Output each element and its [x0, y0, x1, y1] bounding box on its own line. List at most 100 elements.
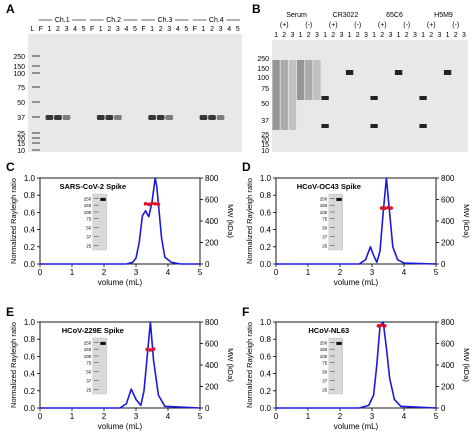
chart-title: HCoV-NL63	[308, 326, 349, 335]
inset-gel-protein-band	[336, 341, 342, 345]
y2-tick-label: 800	[205, 318, 219, 327]
panel-letter-e: E	[6, 305, 15, 319]
inset-gel-marker-label: 50	[322, 370, 328, 375]
gel-b-lane-label: 2	[307, 32, 311, 39]
gel-a-protein-band	[156, 115, 165, 120]
y2-tick-label: 600	[441, 340, 455, 349]
inset-gel-marker-label: 25	[86, 388, 92, 393]
gel-b-lane-label: 3	[413, 32, 417, 39]
chart-3: HCoV-229E Spike 0 1 2 3 4 5 volume (mL) 0.0 0.2 0.…	[9, 318, 235, 431]
panel-letter-b: B	[252, 2, 261, 16]
inset-gel-marker-label: 75	[322, 361, 328, 366]
x-tick-label: 2	[102, 268, 107, 277]
x-tick-label: 1	[306, 268, 311, 277]
gel-a-protein-band	[208, 115, 216, 120]
gel-a-lane-label: 1	[202, 26, 206, 33]
gel-a-marker-label: 50	[17, 100, 25, 107]
gel-a-lane-label: 4	[227, 26, 231, 33]
y2-tick-label: 400	[441, 217, 455, 226]
x-axis-label: volume (mL)	[334, 278, 379, 287]
x-tick-label: 0	[274, 412, 279, 421]
inset-gel-marker-label: 100	[320, 354, 328, 359]
gel-b-smear	[305, 60, 313, 100]
y2-axis-label: MW (kDa)	[462, 348, 471, 382]
rayleigh-trace	[40, 321, 201, 409]
mw-point	[379, 206, 384, 210]
y-tick-label: 0.4	[24, 226, 36, 235]
gel-a-marker-label: 20	[17, 136, 25, 143]
x-tick-label: 4	[166, 412, 171, 421]
chart-1: SARS-CoV-2 Spike 0 1 2 3 4 5 volume (mL) 0.0 0.2 0…	[9, 174, 235, 287]
gel-b-lane-label: 2	[405, 32, 409, 39]
gel-b-heavy-chain-band	[321, 96, 329, 100]
y-tick-label: 0.6	[260, 352, 272, 361]
mw-point	[143, 202, 148, 206]
gel-b-lane-label: 1	[397, 32, 401, 39]
inset-gel-marker-label: 150	[320, 347, 328, 352]
gel-a-group-label: Ch.1	[55, 17, 70, 24]
mw-point	[383, 206, 387, 211]
gel-b-lane-label: 1	[372, 32, 376, 39]
gel-a-marker-label: 37	[17, 115, 25, 122]
inset-gel-marker-label: 150	[320, 203, 328, 208]
inset-gel-marker-label: 50	[322, 226, 328, 231]
inset-gel-marker-label: 150	[84, 203, 92, 208]
gel-b-marker-label: 100	[257, 75, 269, 82]
y-tick-label: 0.4	[260, 226, 272, 235]
x-tick-label: 3	[370, 412, 375, 421]
gel-b-reduce-label: (-)	[452, 22, 459, 29]
y-tick-label: 0.0	[24, 260, 36, 269]
y-tick-label: 0.4	[260, 370, 272, 379]
gel-b-smear	[296, 60, 305, 100]
gel-a-lane-label: 5	[236, 26, 240, 33]
gel-a-protein-band	[96, 115, 105, 120]
y2-tick-label: 600	[205, 340, 219, 349]
inset-gel-protein-band	[336, 197, 342, 201]
gel-a-lane-label: 1	[150, 26, 154, 33]
panel-letter-f: F	[242, 305, 250, 319]
gel-a-lane-label: L	[30, 26, 34, 33]
y2-tick-label: 200	[205, 383, 219, 392]
gel-a-lane-label: 4	[124, 26, 128, 33]
gel-b-background	[272, 40, 468, 152]
inset-gel	[328, 193, 343, 251]
x-tick-label: 5	[198, 412, 203, 421]
x-tick-label: 5	[434, 268, 439, 277]
gel-a-lane-label: 1	[47, 26, 51, 33]
gel-a-protein-band	[199, 115, 208, 120]
y-tick-label: 1.0	[260, 174, 272, 183]
x-axis-label: volume (mL)	[98, 422, 143, 431]
x-tick-label: 5	[434, 412, 439, 421]
y-tick-label: 0.2	[260, 387, 272, 396]
mw-point	[147, 202, 151, 207]
gel-b-lane-label: 2	[429, 32, 433, 39]
gel-a-lane-label: 1	[99, 26, 103, 33]
y2-tick-label: 200	[205, 239, 219, 248]
gel-a-marker-label: 250	[13, 54, 25, 61]
x-tick-label: 4	[402, 412, 407, 421]
mw-point	[153, 202, 157, 206]
y2-tick-label: 400	[205, 217, 219, 226]
x-tick-label: 2	[338, 268, 343, 277]
gel-a-lane-label: 4	[73, 26, 77, 33]
y2-tick-label: 0	[441, 260, 446, 269]
gel-b-igg-band	[345, 70, 354, 75]
gel-b-lane-label: 2	[331, 32, 335, 39]
gel-b-lane-label: 2	[380, 32, 384, 39]
y2-tick-label: 400	[441, 361, 455, 370]
y-tick-label: 0.2	[24, 387, 36, 396]
mw-point	[145, 347, 149, 352]
mw-point	[151, 347, 156, 351]
gel-b-reduce-label: (+)	[329, 22, 338, 29]
gel-a-marker-label: 150	[13, 64, 25, 71]
gel-a-background	[28, 34, 242, 152]
inset-gel-marker-label: 150	[84, 347, 92, 352]
inset-gel-marker-label: 250	[320, 196, 328, 201]
gel-a-protein-band	[148, 115, 156, 120]
chart-4: HCoV-NL63 0 1 2 3 4 5 volume (mL) 0.0 0.2 0.4 0.6 0.…	[245, 318, 471, 431]
y-tick-label: 0.4	[24, 370, 36, 379]
gel-b-reduce-label: (+)	[427, 22, 436, 29]
gel-a-marker-label: 100	[13, 71, 25, 78]
gel-b-lane-label: 3	[339, 32, 343, 39]
y2-tick-label: 400	[205, 361, 219, 370]
